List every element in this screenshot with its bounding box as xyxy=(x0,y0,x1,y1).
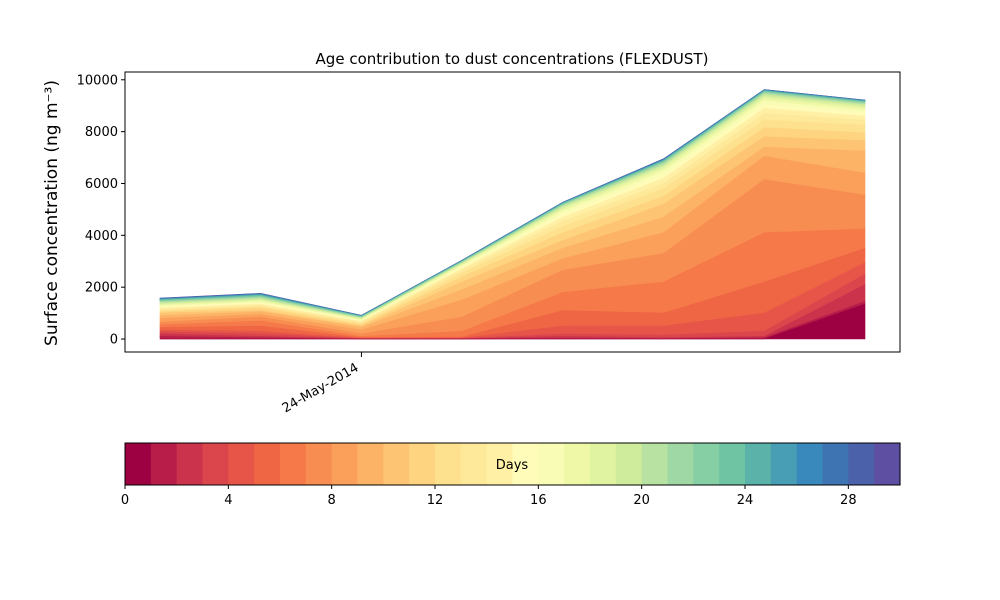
colorbar-segment xyxy=(228,443,255,485)
colorbar-segment xyxy=(280,443,307,485)
colorbar-segment xyxy=(305,443,333,485)
colorbar-segment xyxy=(435,443,462,485)
colorbar-segment xyxy=(486,443,514,485)
colorbar-label: Days xyxy=(496,458,529,473)
colorbar-tick-label: 4 xyxy=(224,493,232,508)
colorbar-tick-label: 12 xyxy=(427,493,444,508)
colorbar-segment xyxy=(538,443,565,485)
colorbar-segment xyxy=(331,443,359,485)
y-tick-label: 8000 xyxy=(85,125,118,140)
colorbar-segment xyxy=(719,443,746,485)
colorbar-segment xyxy=(770,443,798,485)
y-tick-label: 6000 xyxy=(85,177,118,192)
y-axis-label: Surface concentration (ng m⁻³) xyxy=(42,80,62,346)
colorbar-segment xyxy=(874,443,901,485)
colorbar-segment xyxy=(564,443,591,485)
x-axis: 24-May-2014 xyxy=(280,352,362,416)
colorbar-tick-label: 0 xyxy=(121,493,129,508)
colorbar-tick-label: 8 xyxy=(328,493,336,508)
colorbar: 0 4 8 12 16 20 24 28 xyxy=(121,442,901,508)
y-tick-label: 4000 xyxy=(85,229,118,244)
colorbar-segment xyxy=(176,443,204,485)
colorbar-segment xyxy=(383,443,410,485)
colorbar-segment xyxy=(254,443,281,485)
colorbar-segment xyxy=(822,443,849,485)
colorbar-tick-label: 16 xyxy=(530,493,547,508)
colorbar-segment xyxy=(590,443,617,485)
x-tick-label: 24-May-2014 xyxy=(280,360,362,416)
colorbar-tick-label: 28 xyxy=(840,493,857,508)
stacked-area-layers xyxy=(159,89,866,340)
colorbar-segment xyxy=(409,443,436,485)
colorbar-segment xyxy=(667,443,694,485)
colorbar-segment xyxy=(357,443,384,485)
y-tick-label: 2000 xyxy=(85,281,118,296)
plot-frame xyxy=(124,71,901,353)
chart-title: Age contribution to dust concentrations … xyxy=(316,50,709,68)
colorbar-tick-label: 24 xyxy=(737,493,754,508)
y-axis: 0 2000 4000 6000 8000 10000 xyxy=(77,73,125,348)
colorbar-segment xyxy=(202,443,229,485)
colorbar-segment xyxy=(693,443,720,485)
colorbar-segment xyxy=(125,443,152,485)
colorbar-segment xyxy=(796,443,824,485)
colorbar-segment xyxy=(745,443,772,485)
colorbar-frame xyxy=(124,442,901,486)
colorbar-segment xyxy=(150,443,178,485)
colorbar-tick-label: 20 xyxy=(633,493,650,508)
y-tick-label: 10000 xyxy=(77,73,118,88)
colorbar-segment xyxy=(615,443,643,485)
area-layer-day-0 xyxy=(160,303,866,340)
colorbar-segment xyxy=(512,443,539,485)
colorbar-segment xyxy=(460,443,488,485)
colorbar-segment xyxy=(641,443,669,485)
colorbar-segment xyxy=(848,443,875,485)
y-tick-label: 0 xyxy=(110,333,118,348)
